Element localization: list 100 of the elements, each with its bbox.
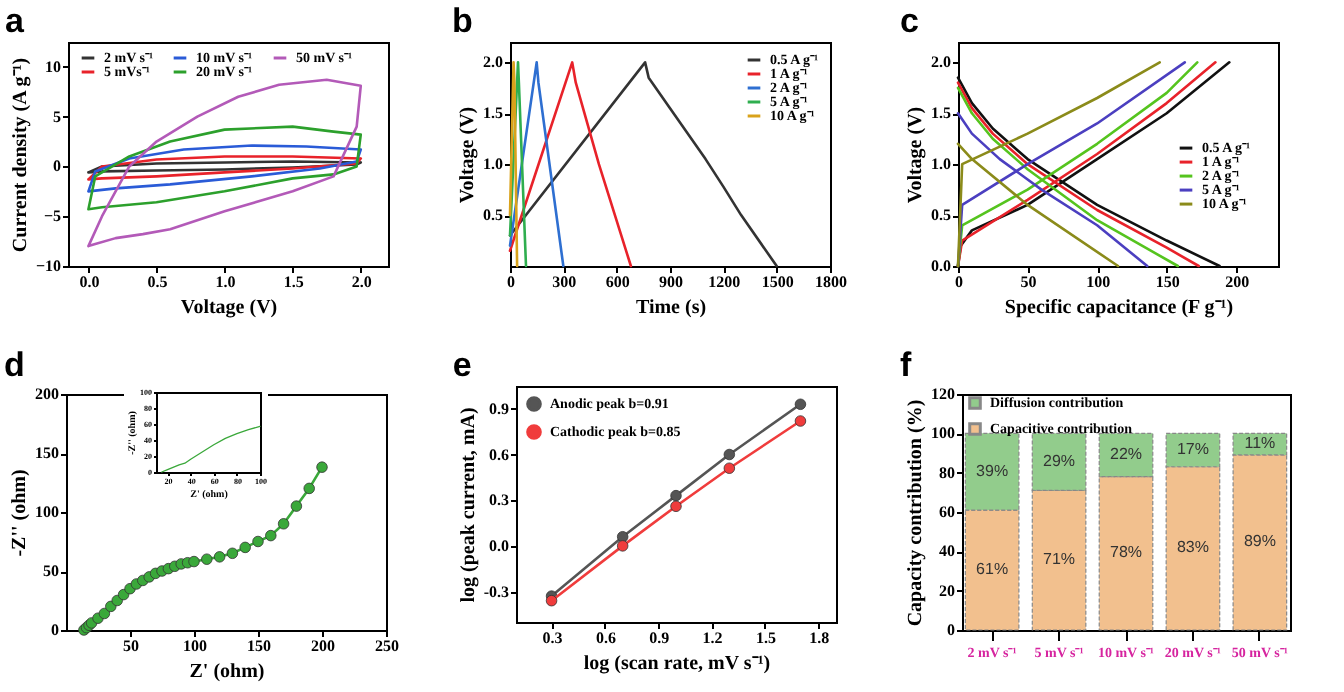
y-tick-label: 0.3: [489, 491, 509, 510]
data-label: 39%: [976, 461, 1009, 480]
chart-title: b: [452, 2, 473, 40]
y-tick-label: 0.9: [489, 399, 509, 418]
point: [794, 398, 807, 410]
y-axis-title: Current density (A g⁻¹): [9, 57, 32, 253]
x-tick-label: 2.0: [351, 273, 372, 291]
data-label: 71%: [1043, 550, 1076, 569]
y-tick-label: -0.3: [483, 582, 509, 601]
x-tick-label: 1.8: [809, 629, 830, 647]
x-axis-title: Specific capacitance (F g⁻¹): [1004, 297, 1234, 319]
chart-title: f: [900, 346, 912, 384]
point: [290, 500, 303, 512]
data-label: 83%: [1176, 538, 1209, 557]
point: [616, 531, 629, 543]
x-tick-label: 1.0: [215, 273, 236, 291]
y-tick-label: 1.0: [483, 155, 503, 174]
point: [98, 607, 111, 620]
y-tick-label: 100: [931, 424, 955, 443]
point: [239, 541, 251, 554]
line-series: [508, 61, 519, 268]
x-tick-label: 0.9: [649, 629, 670, 647]
x-tick-label: 0.0: [79, 273, 100, 291]
point: [265, 529, 277, 542]
data-label: 17%: [1176, 440, 1209, 459]
point: [670, 500, 682, 512]
data-label: 11%: [1244, 434, 1276, 453]
y-tick-label: 1.5: [931, 104, 951, 123]
x-tick-label: 200: [1225, 273, 1250, 291]
y-axis-title: Voltage (V): [905, 106, 927, 204]
y-tick-label: 20: [939, 581, 955, 600]
y-tick-label: −10: [35, 257, 61, 275]
data-label: 29%: [1043, 451, 1076, 470]
y-tick-label: 2.0: [931, 53, 951, 72]
y-tick-label: 150: [35, 444, 59, 462]
y-axis-title: log (peak current, mA): [457, 407, 480, 603]
x-tick-label: 600: [605, 273, 630, 291]
y-tick-label: 200: [35, 385, 59, 403]
x-tick-label: 0.6: [595, 629, 616, 647]
y-tick-label: 1.0: [931, 155, 951, 174]
y-tick-label: 40: [939, 542, 955, 561]
x-tick-label: 900: [659, 273, 683, 291]
line-series: [508, 61, 565, 268]
x-tick-label: 1.5: [755, 629, 776, 647]
y-tick-label: 2.0: [483, 53, 503, 72]
point: [616, 540, 629, 552]
point: [188, 555, 200, 568]
chart-title: c: [900, 2, 919, 40]
x-tick-label: 1800: [815, 273, 847, 291]
line-series: [161, 425, 261, 473]
y-tick-label: 50: [43, 562, 59, 580]
y-axis-title: Voltage (V): [457, 106, 479, 204]
y-tick-label: 1.5: [483, 104, 503, 123]
point: [252, 535, 264, 548]
x-tick-label: 1200: [708, 273, 741, 291]
chart-title: d: [4, 346, 25, 384]
x-axis-title: Voltage (V): [180, 297, 278, 319]
data-label: 89%: [1243, 532, 1276, 551]
point: [303, 482, 315, 495]
y-axis-title: Capacity contribution (%): [905, 399, 927, 627]
x-tick-label: 250: [375, 637, 399, 655]
x-tick-label: 50: [123, 637, 139, 655]
x-tick-label: 1.5: [283, 273, 304, 291]
x-axis-title: Z' (ohm): [189, 661, 265, 683]
point: [201, 553, 213, 565]
point: [226, 547, 239, 559]
y-tick-label: 0.0: [489, 536, 509, 555]
x-tick-label: 100: [1086, 273, 1111, 291]
y-tick-label: 0.6: [489, 445, 509, 464]
point: [723, 462, 736, 474]
y-tick-label: 0.5: [931, 206, 951, 225]
y-tick-label: 60: [939, 503, 955, 521]
y-tick-label: 10: [45, 57, 61, 76]
point: [545, 595, 558, 607]
x-tick-label: 0.3: [542, 629, 563, 647]
x-tick-label: 50: [1020, 273, 1037, 291]
point: [723, 448, 736, 461]
line-series: [508, 61, 633, 268]
y-tick-label: 5: [53, 107, 61, 126]
x-tick-label: 100: [183, 637, 207, 655]
x-axis-title: log (scan rate, mV s⁻¹): [583, 653, 771, 675]
x-tick-label: 150: [247, 637, 271, 655]
y-tick-label: 0.5: [483, 206, 503, 225]
chart-title: e: [452, 346, 472, 384]
x-tick-label: 1.2: [702, 629, 723, 647]
y-axis-title: -Z'' (ohm): [9, 469, 31, 557]
y-tick-label: 0.0: [931, 257, 951, 275]
y-tick-label: 0: [53, 157, 61, 176]
x-axis-title: Time (s): [635, 297, 707, 319]
x-tick-label: 200: [311, 637, 335, 655]
chart-title: a: [4, 2, 25, 40]
point: [670, 489, 682, 502]
y-tick-label: −5: [43, 207, 61, 226]
y-tick-label: 120: [931, 385, 955, 403]
x-tick-label: 1500: [761, 273, 794, 291]
point: [794, 415, 807, 427]
point: [316, 461, 328, 473]
point: [213, 551, 226, 563]
data-label: 78%: [1109, 543, 1143, 562]
data-label: 22%: [1109, 444, 1143, 463]
